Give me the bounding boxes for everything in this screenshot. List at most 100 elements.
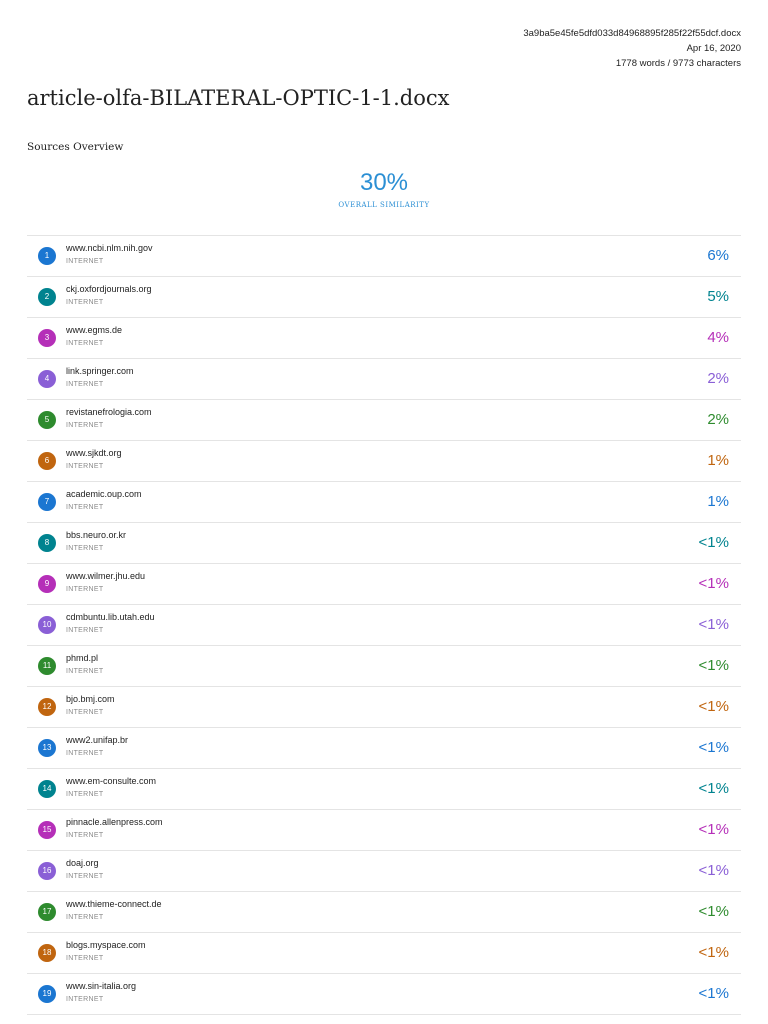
source-percentage: <1%	[698, 698, 729, 715]
source-type: INTERNET	[66, 832, 104, 839]
source-name[interactable]: cdmbuntu.lib.utah.edu	[66, 612, 155, 622]
source-name[interactable]: www.thieme-connect.de	[66, 899, 162, 909]
source-row[interactable]: 18 blogs.myspace.com INTERNET <1%	[27, 933, 741, 974]
source-type: INTERNET	[66, 914, 104, 921]
source-name[interactable]: www.egms.de	[66, 325, 123, 335]
source-number-badge: 7	[38, 493, 56, 511]
source-percentage: 4%	[707, 329, 729, 346]
source-percentage: <1%	[698, 657, 729, 674]
source-percentage: 2%	[707, 370, 729, 387]
source-type: INTERNET	[66, 504, 104, 511]
source-type: INTERNET	[66, 668, 104, 675]
source-number-badge: 19	[38, 985, 56, 1003]
source-number-badge: 17	[38, 903, 56, 921]
source-name[interactable]: www2.unifap.br	[66, 735, 129, 745]
source-row[interactable]: 3 www.egms.de INTERNET 4%	[27, 318, 741, 359]
source-number-badge: 14	[38, 780, 56, 798]
source-row[interactable]: 9 www.wilmer.jhu.edu INTERNET <1%	[27, 564, 741, 605]
section-label: Sources Overview	[27, 141, 124, 153]
source-type: INTERNET	[66, 873, 104, 880]
source-name[interactable]: www.sin-italia.org	[66, 981, 137, 991]
source-percentage: <1%	[698, 739, 729, 756]
document-counts: 1778 words / 9773 characters	[615, 58, 741, 69]
source-number-badge: 10	[38, 616, 56, 634]
source-percentage: <1%	[698, 534, 729, 551]
source-row[interactable]: 13 www2.unifap.br INTERNET <1%	[27, 728, 741, 769]
source-number-badge: 11	[38, 657, 56, 675]
source-row[interactable]: 17 www.thieme-connect.de INTERNET <1%	[27, 892, 741, 933]
source-number-badge: 18	[38, 944, 56, 962]
source-name[interactable]: academic.oup.com	[66, 489, 142, 499]
source-percentage: <1%	[698, 616, 729, 633]
source-percentage: 2%	[707, 411, 729, 428]
source-name[interactable]: ckj.oxfordjournals.org	[66, 284, 152, 294]
source-percentage: <1%	[698, 780, 729, 797]
source-type: INTERNET	[66, 709, 104, 716]
source-number-badge: 3	[38, 329, 56, 347]
source-type: INTERNET	[66, 996, 104, 1003]
source-name[interactable]: www.em-consulte.com	[66, 776, 157, 786]
source-percentage: <1%	[698, 944, 729, 961]
source-type: INTERNET	[66, 750, 104, 757]
source-row[interactable]: 4 link.springer.com INTERNET 2%	[27, 359, 741, 400]
source-percentage: <1%	[698, 575, 729, 592]
source-row[interactable]: 6 www.sjkdt.org INTERNET 1%	[27, 441, 741, 482]
source-percentage: 1%	[707, 452, 729, 469]
page-title: article-olfa-BILATERAL-OPTIC-1-1.docx	[27, 86, 450, 110]
source-name[interactable]: www.wilmer.jhu.edu	[66, 571, 146, 581]
source-type: INTERNET	[66, 258, 104, 265]
source-percentage: 6%	[707, 247, 729, 264]
overall-similarity-value: 30%	[359, 169, 409, 196]
sources-list: 1 www.ncbi.nlm.nih.gov INTERNET 6% 2 ckj.oxfo…	[27, 235, 741, 1015]
source-row[interactable]: 1 www.ncbi.nlm.nih.gov INTERNET 6%	[27, 236, 741, 277]
source-name[interactable]: www.sjkdt.org	[66, 448, 122, 458]
source-type: INTERNET	[66, 791, 104, 798]
source-percentage: <1%	[698, 862, 729, 879]
source-row[interactable]: 11 phmd.pl INTERNET <1%	[27, 646, 741, 687]
source-type: INTERNET	[66, 422, 104, 429]
source-percentage: <1%	[698, 821, 729, 838]
source-number-badge: 6	[38, 452, 56, 470]
source-name[interactable]: blogs.myspace.com	[66, 940, 146, 950]
overall-similarity: 30% OVERALL SIMILARITY	[0, 168, 768, 209]
source-name[interactable]: pinnacle.allenpress.com	[66, 817, 163, 827]
source-type: INTERNET	[66, 955, 104, 962]
document-meta: 3a9ba5e45fe5dfd033d84968895f285f22f55dcf…	[523, 26, 741, 71]
source-row[interactable]: 2 ckj.oxfordjournals.org INTERNET 5%	[27, 277, 741, 318]
source-type: INTERNET	[66, 381, 104, 388]
source-percentage: 5%	[707, 288, 729, 305]
source-row[interactable]: 8 bbs.neuro.or.kr INTERNET <1%	[27, 523, 741, 564]
source-row[interactable]: 7 academic.oup.com INTERNET 1%	[27, 482, 741, 523]
source-name[interactable]: doaj.org	[66, 858, 99, 868]
source-type: INTERNET	[66, 340, 104, 347]
source-percentage: <1%	[698, 903, 729, 920]
source-name[interactable]: revistanefrologia.com	[66, 407, 152, 417]
source-type: INTERNET	[66, 299, 104, 306]
source-number-badge: 16	[38, 862, 56, 880]
source-row[interactable]: 12 bjo.bmj.com INTERNET <1%	[27, 687, 741, 728]
source-row[interactable]: 14 www.em-consulte.com INTERNET <1%	[27, 769, 741, 810]
source-percentage: <1%	[698, 985, 729, 1002]
source-number-badge: 9	[38, 575, 56, 593]
source-number-badge: 2	[38, 288, 56, 306]
source-number-badge: 4	[38, 370, 56, 388]
source-number-badge: 13	[38, 739, 56, 757]
source-row[interactable]: 19 www.sin-italia.org INTERNET <1%	[27, 974, 741, 1015]
source-name[interactable]: bjo.bmj.com	[66, 694, 115, 704]
document-filename: 3a9ba5e45fe5dfd033d84968895f285f22f55dcf…	[523, 28, 741, 39]
source-name[interactable]: bbs.neuro.or.kr	[66, 530, 127, 540]
source-name[interactable]: link.springer.com	[66, 366, 134, 376]
source-row[interactable]: 16 doaj.org INTERNET <1%	[27, 851, 741, 892]
source-number-badge: 5	[38, 411, 56, 429]
source-row[interactable]: 5 revistanefrologia.com INTERNET 2%	[27, 400, 741, 441]
overall-similarity-label: OVERALL SIMILARITY	[338, 201, 430, 209]
document-date: Apr 16, 2020	[686, 43, 741, 54]
source-number-badge: 12	[38, 698, 56, 716]
source-row[interactable]: 10 cdmbuntu.lib.utah.edu INTERNET <1%	[27, 605, 741, 646]
source-name[interactable]: www.ncbi.nlm.nih.gov	[66, 243, 153, 253]
source-row[interactable]: 15 pinnacle.allenpress.com INTERNET <1%	[27, 810, 741, 851]
source-type: INTERNET	[66, 586, 104, 593]
source-number-badge: 8	[38, 534, 56, 552]
source-name[interactable]: phmd.pl	[66, 653, 99, 663]
source-type: INTERNET	[66, 545, 104, 552]
